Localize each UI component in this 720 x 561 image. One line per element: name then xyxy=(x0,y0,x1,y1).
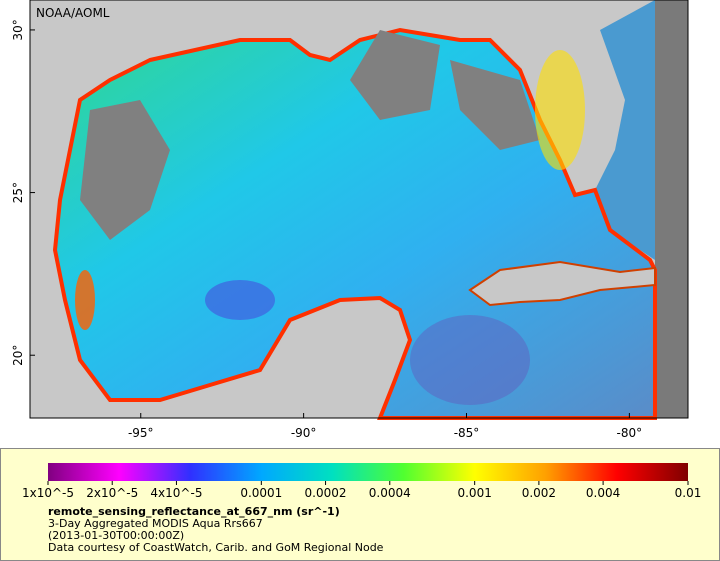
y-tick-label: 20° xyxy=(11,345,25,366)
colorbar xyxy=(48,463,688,481)
x-tick-label: -90° xyxy=(291,426,317,440)
colorbar-tick-label: 0.01 xyxy=(675,486,702,500)
low-patch xyxy=(205,280,275,320)
no-data-patch xyxy=(350,30,440,120)
low-patch xyxy=(410,315,530,405)
colorbar-tick-label: 2x10^-5 xyxy=(86,486,138,500)
variable-name: remote_sensing_reflectance_at_667_nm (sr… xyxy=(48,505,340,518)
cuba xyxy=(468,260,656,307)
colorbar-tick-label: 1x10^-5 xyxy=(22,486,74,500)
axes: -95° -90° -85° -80° 20° 25° 30° xyxy=(11,19,642,440)
map: NOAA/AOML xyxy=(29,0,689,420)
y-tick-label: 30° xyxy=(11,19,25,40)
credit: NOAA/AOML xyxy=(36,6,110,20)
no-data xyxy=(655,0,688,418)
colorbar-tick-label: 0.002 xyxy=(522,486,556,500)
atlantic xyxy=(595,0,655,260)
colorbar-tick-label: 0.0001 xyxy=(240,486,282,500)
colorbar-tick-label: 4x10^-5 xyxy=(150,486,202,500)
colorbar-tick-label: 0.001 xyxy=(457,486,491,500)
colorbar-tick-label: 0.0002 xyxy=(305,486,347,500)
y-tick-label: 25° xyxy=(11,182,25,203)
x-tick-label: -80° xyxy=(617,426,643,440)
caption-line: (2013-01-30T00:00:00Z) xyxy=(48,529,184,542)
no-data-patch xyxy=(450,60,540,150)
colorbar-tick-label: 0.004 xyxy=(586,486,620,500)
caption-line: Data courtesy of CoastWatch, Carib. and … xyxy=(48,541,384,554)
x-tick-label: -85° xyxy=(454,426,480,440)
x-tick-label: -95° xyxy=(128,426,154,440)
caption-line: 3-Day Aggregated MODIS Aqua Rrs667 xyxy=(48,517,263,530)
map-frame xyxy=(29,0,689,419)
no-data-patch xyxy=(80,100,170,240)
high-patch xyxy=(75,270,95,330)
colorbar-ticks: 1x10^-5 2x10^-5 4x10^-5 0.0001 0.0002 0.0004 0… xyxy=(22,481,701,500)
colorbar-tick-label: 0.0004 xyxy=(369,486,411,500)
high-patch xyxy=(535,50,585,170)
